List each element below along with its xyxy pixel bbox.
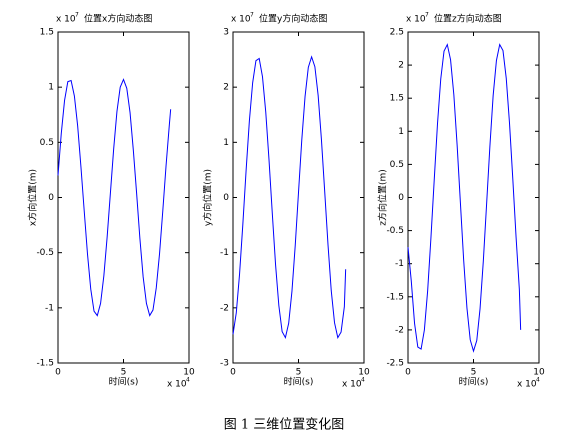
y-tick-label: -1 bbox=[395, 259, 404, 269]
plot-area bbox=[57, 31, 190, 364]
y-tick-label: 2 bbox=[223, 83, 229, 93]
x-tick-label: 10 bbox=[358, 368, 370, 378]
y-tick-label: 0.5 bbox=[40, 138, 54, 148]
y-tick-label: -1 bbox=[220, 248, 229, 258]
y-axis-label: y方向位置(m) bbox=[202, 169, 214, 226]
y-multiplier-exponent: 7 bbox=[75, 12, 79, 19]
y-tick-label: -0.5 bbox=[36, 248, 54, 258]
y-multiplier-exponent: 7 bbox=[425, 12, 429, 19]
y-tick-label: 1.5 bbox=[40, 28, 54, 38]
y-tick-label: 3 bbox=[223, 28, 229, 38]
y-tick-label: -3 bbox=[220, 359, 229, 369]
y-tick-label: -1.5 bbox=[36, 359, 54, 369]
y-tick-label: -1.5 bbox=[386, 292, 404, 302]
y-tick-label: 0 bbox=[48, 193, 54, 203]
y-tick-label: 2 bbox=[398, 61, 404, 71]
y-axis-label: z方向位置(m) bbox=[377, 169, 389, 226]
x-tick-label: 5 bbox=[471, 368, 477, 378]
y-tick-label: -2 bbox=[395, 325, 404, 335]
line-series bbox=[232, 55, 347, 340]
x-tick-label: 10 bbox=[533, 368, 545, 378]
x-multiplier-exponent: 4 bbox=[536, 377, 540, 384]
y-tick-label: -1 bbox=[45, 303, 54, 313]
x-tick-label: 0 bbox=[55, 368, 61, 378]
x-tick-label: 0 bbox=[405, 368, 411, 378]
y-tick-label: 2.5 bbox=[390, 28, 404, 38]
line-series bbox=[407, 43, 522, 353]
y-tick-label: 1 bbox=[223, 138, 229, 148]
y-tick-label: 0 bbox=[398, 193, 404, 203]
y-tick-label: -2 bbox=[220, 303, 229, 313]
x-tick-label: 10 bbox=[183, 368, 195, 378]
y-multiplier-base: x 10 bbox=[406, 15, 426, 25]
y-tick-label: 1 bbox=[48, 83, 54, 93]
x-tick-label: 5 bbox=[121, 368, 127, 378]
chart-title: 位置x方向动态图 bbox=[84, 13, 152, 25]
x-multiplier-base: x 10 bbox=[342, 380, 362, 390]
x-axis-label: 时间(s) bbox=[109, 376, 139, 388]
y-tick-label: 0.5 bbox=[390, 160, 404, 170]
x-tick-label: 0 bbox=[230, 368, 236, 378]
y-tick-label: -0.5 bbox=[386, 226, 404, 236]
y-multiplier-base: x 10 bbox=[56, 15, 76, 25]
x-axis-label: 时间(s) bbox=[459, 376, 489, 388]
y-tick-label: 1 bbox=[398, 127, 404, 137]
chart-title: 位置z方向动态图 bbox=[434, 13, 502, 25]
x-axis-label: 时间(s) bbox=[284, 376, 314, 388]
x-multiplier-exponent: 4 bbox=[186, 377, 190, 384]
y-multiplier-exponent: 7 bbox=[250, 12, 254, 19]
x-multiplier-base: x 10 bbox=[167, 380, 187, 390]
line-series bbox=[57, 78, 172, 317]
y-multiplier-base: x 10 bbox=[231, 15, 251, 25]
y-tick-label: -2.5 bbox=[386, 359, 404, 369]
y-axis-label: x方向位置(m) bbox=[27, 169, 39, 226]
figure-caption: 图 1 三维位置变化图 bbox=[224, 417, 345, 433]
subplot: -2.5 -2 -1.5 -1 -0.5 0 0.5 1 1.5 2 2.5 0 5 10 位置z方向动态图… bbox=[377, 12, 545, 390]
y-tick-label: 1.5 bbox=[390, 94, 404, 104]
chart-title: 位置y方向动态图 bbox=[259, 13, 327, 25]
plot-area bbox=[407, 31, 540, 364]
x-multiplier-base: x 10 bbox=[517, 380, 537, 390]
x-tick-label: 5 bbox=[296, 368, 302, 378]
y-tick-label: 0 bbox=[223, 193, 229, 203]
x-multiplier-exponent: 4 bbox=[361, 377, 365, 384]
